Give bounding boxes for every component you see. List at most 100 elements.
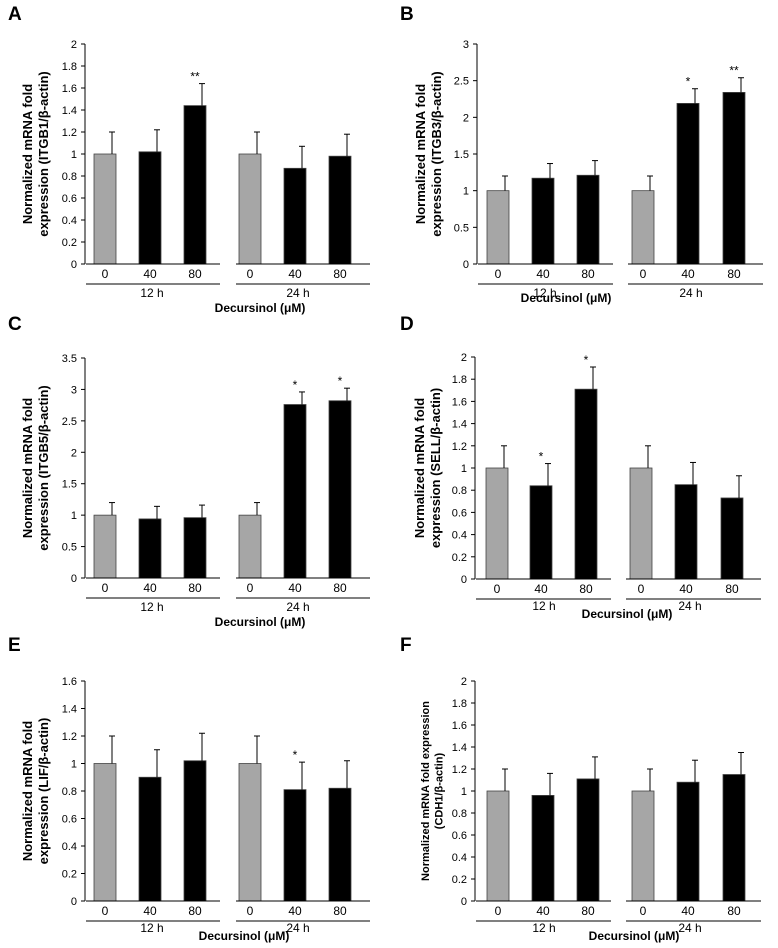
- y-tick-label: 0.6: [62, 193, 77, 205]
- y-tick-label: 1: [71, 510, 77, 522]
- y-tick-label: 2.5: [454, 76, 469, 88]
- bar-24h-80: [328, 155, 352, 265]
- significance-marker: *: [338, 374, 343, 388]
- y-tick-label: 1: [463, 186, 469, 198]
- x-category-label: 40: [536, 267, 550, 281]
- significance-marker: *: [539, 450, 544, 464]
- y-tick-label: 1: [461, 786, 467, 798]
- significance-marker: *: [686, 75, 691, 89]
- y-axis-title-line: Normalized mRNA fold: [20, 721, 35, 861]
- bar-24h-40: [676, 781, 700, 902]
- x-category-label: 80: [727, 904, 741, 918]
- y-axis-title-line: Normalized mRNA fold expression: [420, 701, 432, 881]
- x-category-label: 40: [679, 582, 693, 596]
- x-category-label: 80: [188, 581, 202, 595]
- y-tick-label: 1: [71, 759, 77, 771]
- y-tick-label: 0.2: [62, 237, 77, 249]
- bar-24h-40: [283, 167, 307, 265]
- bar-12h-0: [93, 153, 117, 265]
- x-category-label: 0: [102, 904, 109, 918]
- group-time-label: 12 h: [140, 286, 163, 300]
- group-time-label: 24 h: [679, 286, 702, 300]
- y-axis-title: Normalized mRNA foldexpression (ITGB1/β-…: [20, 71, 51, 236]
- y-tick-label: 1.5: [62, 479, 77, 491]
- y-axis-title: Normalized mRNA foldexpression (ITGB5/β-…: [20, 385, 51, 550]
- y-tick-label: 2: [463, 112, 469, 124]
- x-category-label: 80: [333, 267, 347, 281]
- x-category-label: 0: [494, 582, 501, 596]
- bar-24h-80: [720, 497, 744, 580]
- group-time-label: 12 h: [533, 286, 556, 300]
- y-axis-title: Normalized mRNA fold expression(CDH1/β-a…: [420, 701, 445, 881]
- y-tick-label: 0.4: [62, 841, 77, 853]
- bar-12h-0: [93, 514, 117, 579]
- significance-marker: **: [729, 64, 739, 78]
- y-tick-label: 0.4: [62, 215, 77, 227]
- x-axis-title: Decursinol (μM): [582, 607, 673, 621]
- significance-marker: *: [584, 353, 589, 367]
- x-category-label: 80: [725, 582, 739, 596]
- y-axis-title: Normalized mRNA foldexpression (SELL/β-a…: [412, 388, 443, 548]
- chart-panel-b: B 0 0.5 1 1.5 2 2.5 3 Normalized mRNA foldexpres…: [400, 4, 763, 305]
- bar-12h-40: [529, 485, 553, 580]
- group-time-label: 24 h: [286, 286, 309, 300]
- x-category-label: 80: [333, 581, 347, 595]
- bar-24h-40: [676, 103, 700, 265]
- y-tick-label: 1.2: [62, 127, 77, 139]
- y-tick-label: 0.4: [452, 852, 467, 864]
- x-axis-title: Decursinol (μM): [199, 929, 290, 943]
- y-tick-label: 0.8: [62, 171, 77, 183]
- y-tick-label: 2: [461, 676, 467, 688]
- y-axis-title-line: Normalized mRNA fold: [20, 398, 35, 538]
- x-category-label: 80: [727, 267, 741, 281]
- y-tick-label: 2: [71, 447, 77, 459]
- x-category-label: 80: [579, 582, 593, 596]
- bar-24h-80: [328, 400, 352, 579]
- x-category-label: 0: [640, 904, 647, 918]
- y-tick-label: 1.4: [62, 105, 77, 117]
- y-tick-label: 0: [461, 574, 467, 586]
- y-axis-title-line: (CDH1/β-actin): [433, 752, 445, 829]
- x-category-label: 0: [638, 582, 645, 596]
- y-tick-label: 2: [71, 39, 77, 51]
- y-tick-label: 1.6: [452, 720, 467, 732]
- y-tick-label: 1.2: [452, 441, 467, 453]
- group-time-label: 12 h: [140, 921, 163, 935]
- bar-12h-80: [183, 105, 207, 265]
- bar-24h-80: [722, 92, 746, 265]
- bar-24h-0: [238, 514, 262, 579]
- y-tick-label: 0.2: [452, 874, 467, 886]
- x-category-label: 40: [681, 267, 695, 281]
- y-tick-label: 0.2: [62, 869, 77, 881]
- y-tick-label: 0: [71, 896, 77, 908]
- group-time-label: 12 h: [532, 599, 555, 613]
- x-axis-title: Decursinol (μM): [589, 929, 680, 943]
- bar-12h-0: [93, 763, 117, 902]
- y-tick-label: 3: [71, 384, 77, 396]
- chart-panel-d: D 0 0.2 0.4 0.6 0.8 1 1.2 1.4 1.6 1.8 2 Normalized m…: [400, 314, 761, 621]
- x-category-label: 40: [143, 904, 157, 918]
- chart-panel-a: A 0 0.2 0.4 0.6 0.8 1 1.2 1.4 1.6 1.8 2 Normalized m…: [8, 4, 370, 315]
- bar-12h-0: [485, 467, 509, 580]
- y-tick-label: 0: [463, 259, 469, 271]
- y-axis-title-line: expression (ITGB1/β-actin): [36, 71, 51, 236]
- x-category-label: 80: [333, 904, 347, 918]
- x-category-label: 80: [188, 904, 202, 918]
- bar-24h-80: [328, 787, 352, 902]
- x-category-label: 40: [288, 267, 302, 281]
- x-category-label: 40: [143, 581, 157, 595]
- group-time-label: 12 h: [532, 921, 555, 935]
- bar-12h-40: [138, 518, 162, 579]
- panel-letter: D: [400, 314, 414, 335]
- x-category-label: 0: [247, 267, 254, 281]
- x-category-label: 0: [495, 904, 502, 918]
- y-tick-label: 0.4: [452, 530, 467, 542]
- y-axis-title: Normalized mRNA foldexpression (ITGB3/β-…: [413, 71, 444, 236]
- x-category-label: 40: [143, 267, 157, 281]
- group-time-label: 24 h: [678, 921, 701, 935]
- chart-panel-c: C 0 0.5 1 1.5 2 2.5 3 3.5 Normalized mRNA foldexp…: [8, 314, 370, 629]
- bar-12h-80: [576, 174, 600, 265]
- y-tick-label: 1.6: [62, 676, 77, 688]
- group-time-label: 24 h: [286, 921, 309, 935]
- bar-12h-40: [531, 795, 555, 902]
